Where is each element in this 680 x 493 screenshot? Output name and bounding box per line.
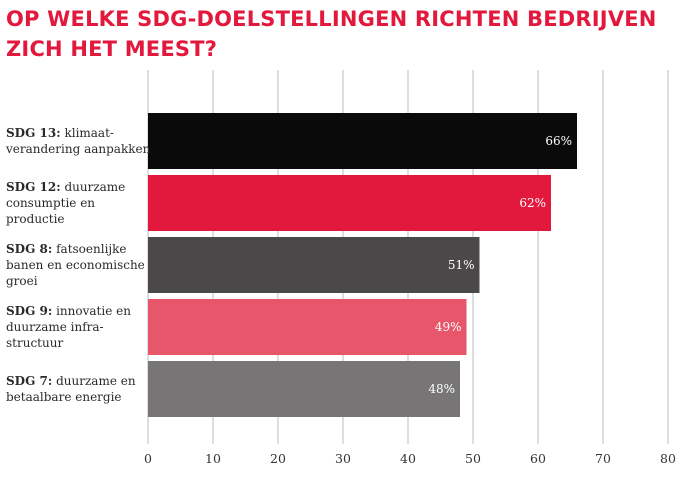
x-tick-label: 30 (335, 451, 351, 466)
bar (148, 361, 460, 417)
category-label-line: betaalbare energie (6, 390, 122, 404)
category-label-bold: SDG 13: (6, 126, 61, 140)
value-label: 48% (428, 382, 455, 396)
category-label: SDG 7: duurzame en betaalbare energie (6, 374, 136, 404)
category-label: SDG 8: fatsoenlijke banen en economische g… (6, 242, 145, 288)
category-label-bold: SDG 12: (6, 180, 61, 194)
x-tick-label: 20 (270, 451, 286, 466)
category-label-bold: SDG 8: (6, 242, 52, 256)
bar (148, 299, 467, 355)
value-label: 62% (519, 196, 546, 210)
bar (148, 113, 577, 169)
category-label-line: structuur (6, 336, 63, 350)
value-label: 49% (435, 320, 462, 334)
category-label-bold: SDG 9: (6, 304, 52, 318)
value-label: 66% (545, 134, 572, 148)
category-label-line: duurzame en (52, 374, 136, 388)
x-tick-label: 70 (595, 451, 611, 466)
category-label: SDG 9: innovatie en duurzame infra-struct… (6, 304, 131, 350)
category-label-line: duurzame infra- (6, 320, 104, 334)
category-label-line: verandering aanpakken (5, 142, 151, 156)
category-label: SDG 13: klimaat-verandering aanpakken (5, 126, 151, 156)
x-tick-label: 40 (400, 451, 416, 466)
category-label-line: fatsoenlijke (52, 242, 126, 256)
x-tick-label: 10 (205, 451, 221, 466)
x-tick-label: 0 (144, 451, 152, 466)
x-tick-label: 60 (530, 451, 546, 466)
category-label-line: duurzame (61, 180, 126, 194)
category-label-bold: SDG 7: (6, 374, 52, 388)
bar (148, 175, 551, 231)
category-label-line: innovatie en (52, 304, 131, 318)
x-tick-label: 80 (660, 451, 676, 466)
chart-title: OP WELKE SDG-DOELSTELLINGEN RICHTEN BEDR… (6, 7, 657, 61)
x-tick-label: 50 (465, 451, 481, 466)
category-label-line: consumptie en (6, 196, 95, 210)
bar (148, 237, 480, 293)
category-label-line: groei (6, 274, 38, 288)
category-label-line: productie (6, 212, 65, 226)
category-label: SDG 12: duurzame consumptie en productie (6, 180, 125, 226)
category-label-line: klimaat- (61, 126, 114, 140)
value-label: 51% (448, 258, 475, 272)
category-label-line: banen en economische (6, 258, 145, 272)
